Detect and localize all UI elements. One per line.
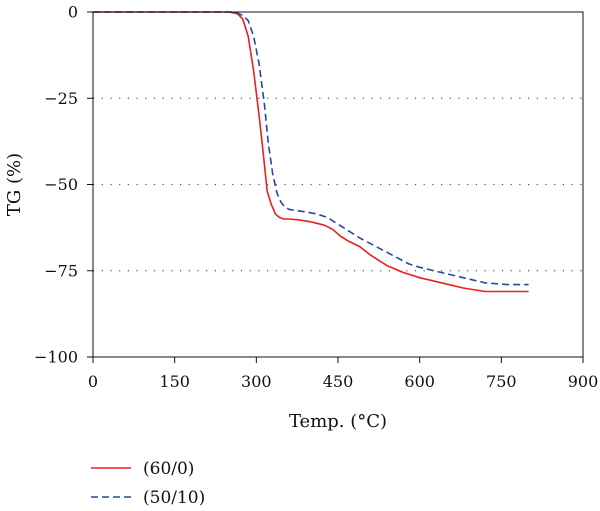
y-tick-label: 0 [68,3,78,22]
x-axis-title: Temp. (°C) [289,411,387,432]
series-line-0 [93,11,529,293]
series-line-1 [93,11,529,286]
x-tick-label: 750 [486,372,517,391]
plot-frame [92,11,584,358]
y-tick-label: −100 [34,348,78,367]
legend-label: (60/0) [143,459,194,479]
x-tick-label: 0 [88,372,98,391]
x-tick-label: 150 [159,372,190,391]
grid-lines [93,97,583,272]
x-axis: 0 150 300 450 600 750 900 [88,357,598,391]
y-axis: 0 −25 −50 −75 −100 [34,3,93,367]
x-tick-label: 900 [568,372,599,391]
legend: (60/0) (50/10) [91,459,205,508]
x-tick-label: 450 [323,372,354,391]
series-layer [93,11,529,293]
y-axis-title: TG (%) [4,153,25,216]
legend-label: (50/10) [143,488,205,508]
x-tick-label: 300 [241,372,272,391]
x-tick-label: 600 [404,372,435,391]
y-tick-label: −25 [44,89,78,108]
y-tick-label: −50 [44,175,78,194]
y-tick-label: −75 [44,261,78,280]
